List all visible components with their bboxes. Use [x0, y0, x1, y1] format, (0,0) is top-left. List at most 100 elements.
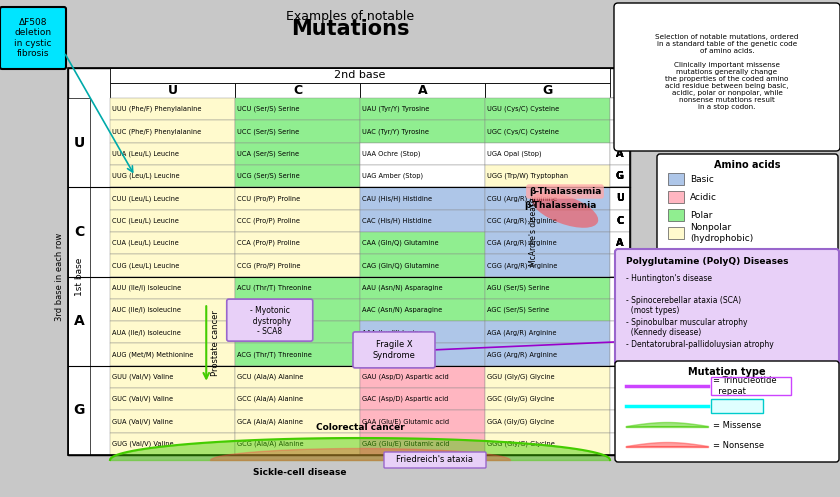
- Text: AGA (Arg/R) Arginine: AGA (Arg/R) Arginine: [487, 329, 557, 335]
- Text: G: G: [616, 171, 624, 181]
- Text: - Dentatorubral-pallidoluysian atrophy: - Dentatorubral-pallidoluysian atrophy: [626, 340, 774, 349]
- FancyBboxPatch shape: [668, 209, 684, 221]
- Text: CAU (His/H) Histidine: CAU (His/H) Histidine: [362, 195, 432, 202]
- FancyBboxPatch shape: [0, 7, 66, 69]
- Text: U: U: [616, 193, 624, 203]
- FancyBboxPatch shape: [610, 299, 630, 321]
- FancyBboxPatch shape: [110, 68, 610, 83]
- Text: A: A: [617, 238, 624, 248]
- Text: GUU (Val/V) Valine: GUU (Val/V) Valine: [112, 374, 173, 380]
- Text: G: G: [616, 349, 624, 360]
- Text: G: G: [616, 349, 624, 360]
- Text: CAA (Gln/Q) Glutamine: CAA (Gln/Q) Glutamine: [362, 240, 438, 247]
- FancyBboxPatch shape: [610, 210, 630, 232]
- Text: AAA (Lys/K) Lysine: AAA (Lys/K) Lysine: [362, 329, 423, 335]
- Text: ACU (Thr/T) Threonine: ACU (Thr/T) Threonine: [237, 284, 312, 291]
- FancyBboxPatch shape: [668, 191, 684, 203]
- Text: G: G: [616, 439, 624, 449]
- Text: C: C: [617, 305, 623, 315]
- Text: UCG (Ser/S) Serine: UCG (Ser/S) Serine: [237, 173, 300, 179]
- FancyBboxPatch shape: [235, 299, 360, 321]
- Text: U: U: [73, 136, 85, 150]
- Text: ACA (Thr/T) Threonine: ACA (Thr/T) Threonine: [237, 329, 312, 335]
- Text: Nonpolar
(hydrophobic): Nonpolar (hydrophobic): [690, 223, 753, 243]
- FancyBboxPatch shape: [610, 98, 630, 120]
- FancyBboxPatch shape: [235, 187, 360, 210]
- FancyBboxPatch shape: [610, 165, 630, 187]
- FancyBboxPatch shape: [610, 143, 630, 165]
- Text: = Deletion: = Deletion: [713, 402, 759, 411]
- FancyBboxPatch shape: [610, 388, 630, 411]
- Text: UCA (Ser/S) Serine: UCA (Ser/S) Serine: [237, 151, 299, 157]
- FancyBboxPatch shape: [235, 276, 360, 299]
- Text: AGC (Ser/S) Serine: AGC (Ser/S) Serine: [487, 307, 549, 313]
- FancyBboxPatch shape: [610, 411, 630, 433]
- FancyBboxPatch shape: [235, 321, 360, 343]
- Text: A: A: [617, 149, 624, 159]
- FancyBboxPatch shape: [610, 366, 630, 388]
- FancyBboxPatch shape: [610, 343, 630, 366]
- Text: U: U: [616, 283, 624, 293]
- Text: U: U: [616, 104, 624, 114]
- FancyBboxPatch shape: [610, 433, 630, 455]
- FancyBboxPatch shape: [360, 187, 485, 210]
- Text: Prostate cancer: Prostate cancer: [211, 311, 220, 376]
- FancyBboxPatch shape: [610, 343, 630, 366]
- Text: CCG (Pro/P) Proline: CCG (Pro/P) Proline: [237, 262, 301, 268]
- FancyBboxPatch shape: [235, 254, 360, 276]
- Text: G: G: [616, 349, 624, 360]
- FancyBboxPatch shape: [110, 343, 235, 366]
- Text: GGA (Gly/G) Glycine: GGA (Gly/G) Glycine: [487, 418, 554, 425]
- Text: Sickle-cell disease: Sickle-cell disease: [253, 468, 347, 477]
- FancyBboxPatch shape: [235, 120, 360, 143]
- FancyBboxPatch shape: [485, 299, 610, 321]
- Text: AAG (Lys/K) Lysine: AAG (Lys/K) Lysine: [362, 351, 423, 358]
- FancyBboxPatch shape: [360, 83, 485, 98]
- Text: A: A: [617, 328, 624, 337]
- Text: A: A: [617, 238, 624, 248]
- Text: UUA (Leu/L) Leucine: UUA (Leu/L) Leucine: [112, 151, 179, 157]
- FancyBboxPatch shape: [110, 276, 235, 299]
- Text: Colorectal cancer: Colorectal cancer: [316, 423, 404, 432]
- Text: UCU (Ser/S) Serine: UCU (Ser/S) Serine: [237, 106, 300, 112]
- Text: AGU (Ser/S) Serine: AGU (Ser/S) Serine: [487, 284, 549, 291]
- FancyBboxPatch shape: [235, 143, 360, 165]
- Text: UUG (Leu/L) Leucine: UUG (Leu/L) Leucine: [112, 173, 180, 179]
- Text: A: A: [617, 416, 624, 426]
- FancyBboxPatch shape: [610, 143, 630, 165]
- Text: A: A: [617, 149, 624, 159]
- FancyBboxPatch shape: [485, 254, 610, 276]
- FancyBboxPatch shape: [610, 343, 630, 366]
- FancyBboxPatch shape: [235, 343, 360, 366]
- Text: AUA (Ile/I) Isoleucine: AUA (Ile/I) Isoleucine: [112, 329, 181, 335]
- Text: β-Thalassemia: β-Thalassemia: [529, 187, 601, 196]
- FancyBboxPatch shape: [235, 165, 360, 187]
- Text: = Trinucleotide
  repeat: = Trinucleotide repeat: [713, 376, 777, 396]
- FancyBboxPatch shape: [360, 143, 485, 165]
- FancyBboxPatch shape: [68, 366, 90, 455]
- Text: U: U: [616, 104, 624, 114]
- FancyBboxPatch shape: [610, 276, 630, 299]
- Text: Friedreich's ataxia: Friedreich's ataxia: [396, 455, 474, 465]
- FancyBboxPatch shape: [610, 276, 630, 299]
- FancyBboxPatch shape: [360, 98, 485, 120]
- FancyBboxPatch shape: [110, 98, 235, 120]
- Text: G: G: [616, 260, 624, 270]
- Text: C: C: [74, 225, 84, 239]
- FancyBboxPatch shape: [485, 388, 610, 411]
- Text: - Huntington's disease: - Huntington's disease: [626, 274, 712, 283]
- Text: 2nd base: 2nd base: [334, 71, 386, 81]
- Text: UAC (Tyr/Y) Tyrosine: UAC (Tyr/Y) Tyrosine: [362, 128, 429, 135]
- FancyBboxPatch shape: [68, 276, 90, 366]
- Text: GUC (Val/V) Valine: GUC (Val/V) Valine: [112, 396, 173, 403]
- FancyBboxPatch shape: [360, 232, 485, 254]
- FancyBboxPatch shape: [110, 388, 235, 411]
- FancyBboxPatch shape: [610, 98, 630, 120]
- Text: U: U: [616, 193, 624, 203]
- FancyBboxPatch shape: [360, 210, 485, 232]
- FancyBboxPatch shape: [360, 366, 485, 388]
- FancyBboxPatch shape: [610, 254, 630, 276]
- Text: C: C: [293, 84, 302, 97]
- FancyBboxPatch shape: [235, 210, 360, 232]
- Text: ACG (Thr/T) Threonine: ACG (Thr/T) Threonine: [237, 351, 312, 358]
